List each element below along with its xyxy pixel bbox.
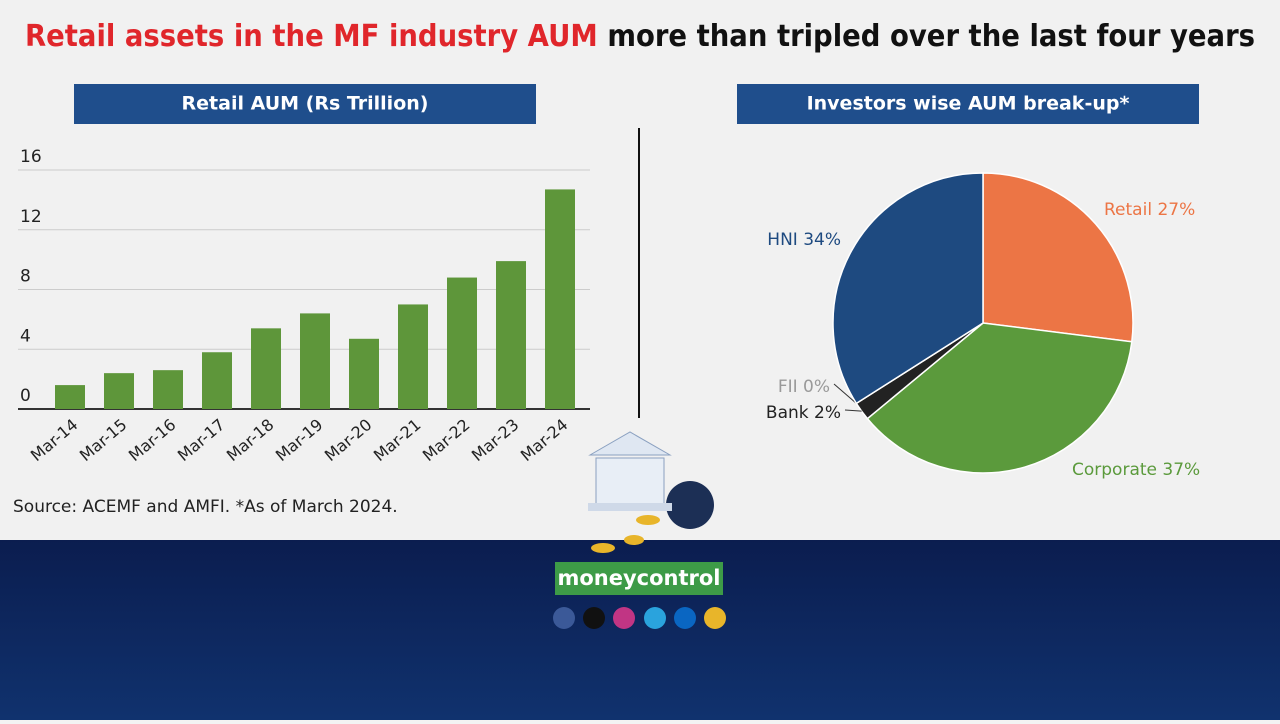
bar bbox=[300, 313, 330, 409]
slice-label: Corporate 37% bbox=[1072, 460, 1200, 480]
bar bbox=[104, 373, 134, 409]
chart-title: Investors wise AUM break-up* bbox=[807, 93, 1130, 115]
pie-slice bbox=[832, 172, 984, 405]
title-rest: more than tripled over the last four yea… bbox=[598, 19, 1255, 54]
pie-slice bbox=[982, 172, 1134, 343]
leader-line bbox=[833, 383, 857, 404]
slice-label: Bank 2% bbox=[766, 403, 841, 423]
leader-line bbox=[844, 409, 862, 412]
bar bbox=[349, 338, 379, 409]
bar bbox=[496, 261, 526, 409]
pie-slice bbox=[866, 322, 1133, 474]
slice-label: FII 0% bbox=[778, 377, 830, 397]
bank-icon bbox=[588, 431, 714, 553]
logo-box bbox=[555, 562, 723, 595]
bar bbox=[545, 189, 575, 409]
y-tick-label: 4 bbox=[20, 326, 31, 346]
title-highlight: Retail assets in the MF industry AUM bbox=[25, 19, 598, 54]
page-title: Retail assets in the MF industry AUM mor… bbox=[25, 19, 1255, 54]
chart-header bbox=[74, 84, 536, 124]
y-tick-label: 12 bbox=[20, 207, 42, 227]
slice-label: HNI 34% bbox=[767, 230, 841, 250]
social-icons bbox=[553, 607, 726, 629]
bar bbox=[55, 385, 85, 409]
chart-header bbox=[737, 84, 1199, 124]
y-tick-label: 16 bbox=[20, 147, 42, 167]
y-tick-label: 8 bbox=[20, 267, 31, 287]
source-note: Source: ACEMF and AMFI. *As of March 202… bbox=[13, 497, 398, 517]
y-tick-label: 0 bbox=[20, 386, 31, 406]
bar bbox=[153, 370, 183, 409]
bar bbox=[251, 328, 281, 409]
bar bbox=[398, 304, 428, 409]
bar bbox=[202, 352, 232, 409]
chart-title: Retail AUM (Rs Trillion) bbox=[182, 93, 429, 115]
brand-logo: moneycontrol bbox=[557, 566, 720, 590]
slice-label: Retail 27% bbox=[1104, 200, 1195, 220]
bar bbox=[447, 277, 477, 409]
